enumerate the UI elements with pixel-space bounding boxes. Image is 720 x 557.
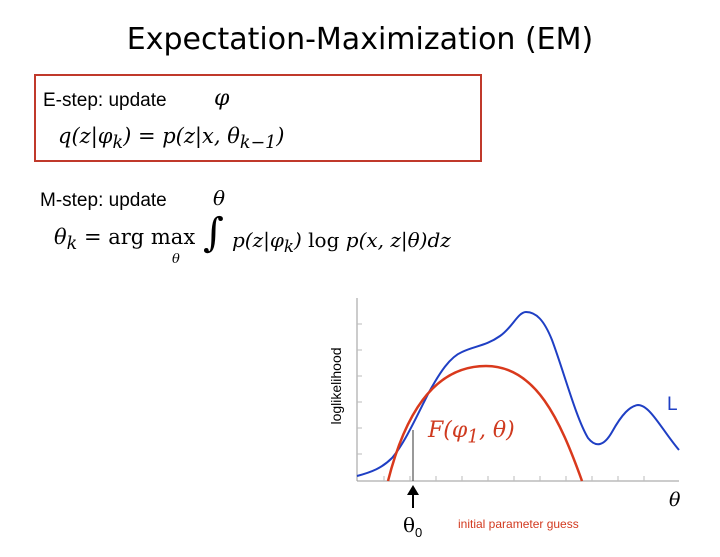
mstep-label: M-step: update (40, 190, 167, 211)
curve-F-label: F(φ1, θ) (428, 418, 515, 448)
estep-equation: q(z|φk) = p(z|x, θk−1) (58, 124, 285, 154)
estep-label: E-step: update (43, 90, 167, 111)
mstep-symbol: θ (213, 186, 226, 210)
curve-L-label: L (667, 394, 678, 415)
slide-title: Expectation-Maximization (EM) (126, 22, 594, 57)
theta0-subscript: 0 (415, 525, 423, 540)
loglikelihood-curve-L (356, 310, 680, 477)
arrow-up-icon (407, 485, 419, 495)
x-axis-label: θ (669, 489, 681, 511)
integral-sign: ∫ (203, 210, 224, 256)
theta0-label: θ0 (403, 513, 422, 540)
estep-symbol: φ (214, 86, 230, 111)
initial-guess-caption: initial parameter guess (458, 517, 579, 531)
mstep-argmax-subscript: θ (172, 252, 180, 267)
mstep-equation-rhs: p(z|φk) log p(x, z|θ)dz (232, 228, 451, 256)
y-ticks (357, 323, 362, 455)
mstep-equation-lhs: θk = arg max (54, 225, 196, 255)
x-ticks (383, 476, 645, 481)
lower-bound-curve-F (386, 364, 584, 482)
y-axis-label: loglikelihood (328, 347, 344, 425)
theta0-base: θ (403, 513, 416, 537)
estep-box: E-step: update φ q(z|φk) = p(z|x, θk−1) (34, 74, 482, 162)
